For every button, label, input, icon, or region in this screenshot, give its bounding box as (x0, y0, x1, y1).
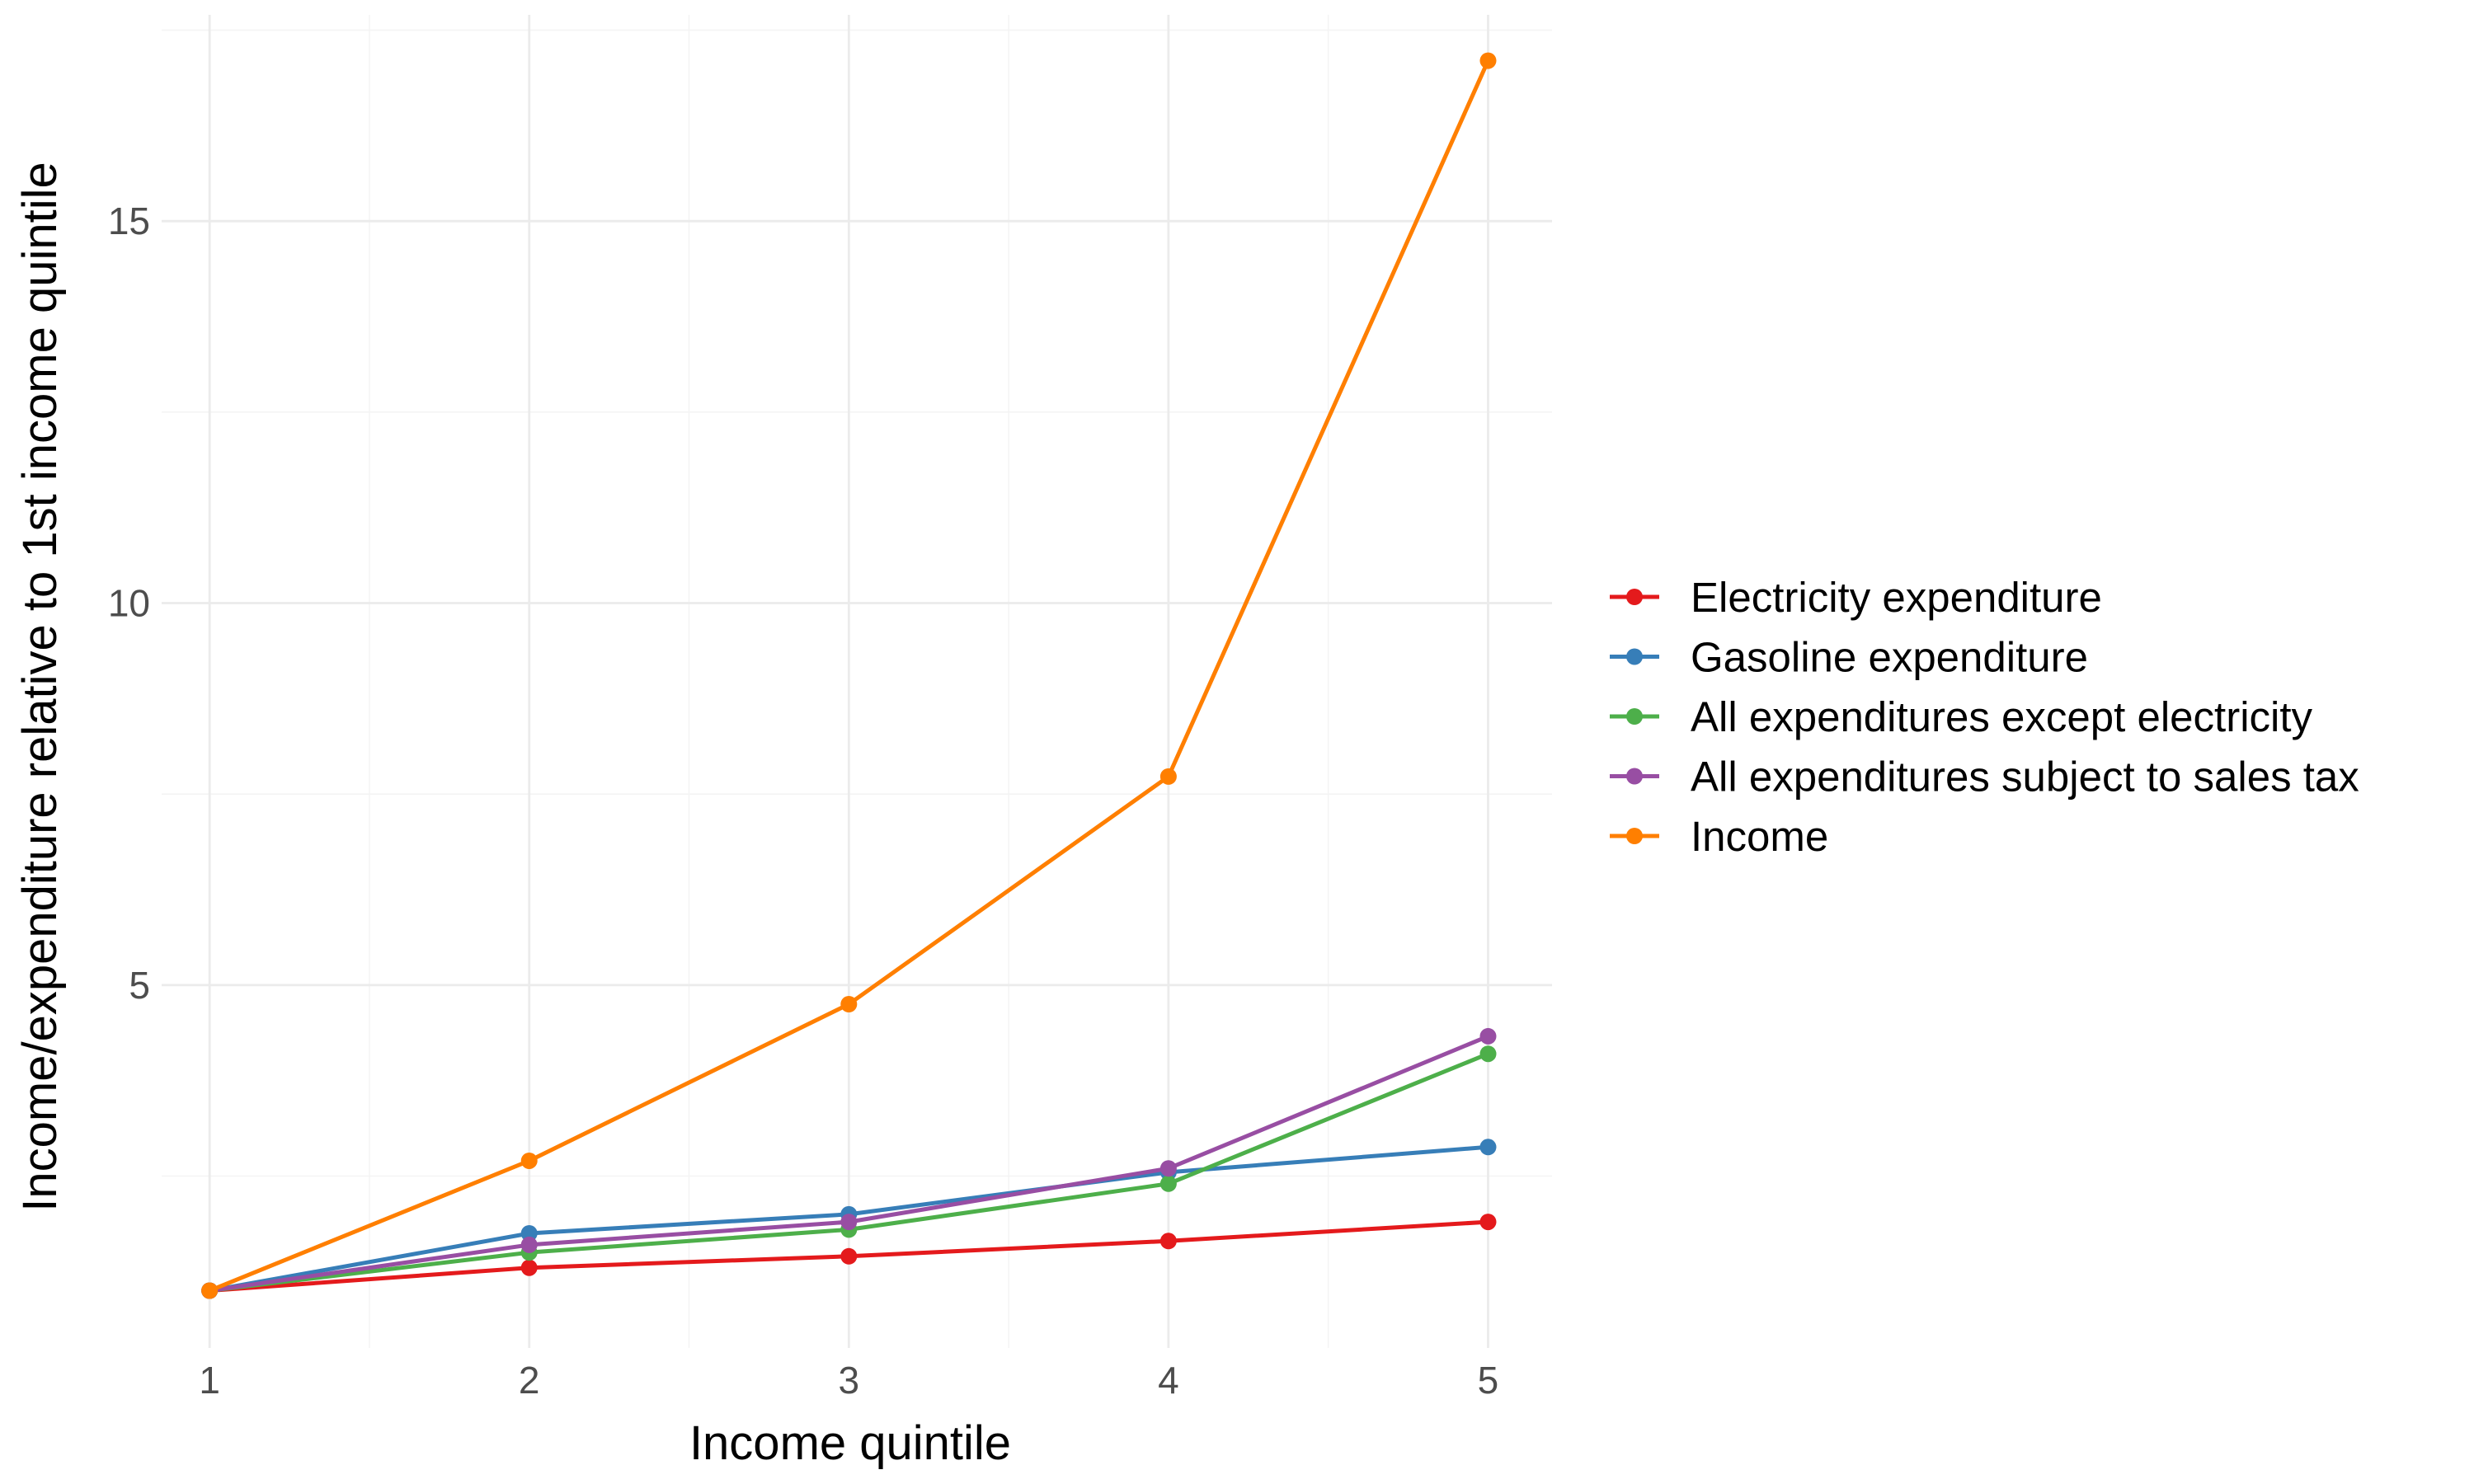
data-point (1479, 1139, 1497, 1156)
legend-key-point (1626, 768, 1643, 785)
legend-key-point (1626, 708, 1643, 725)
y-tick-label: 10 (108, 582, 150, 625)
data-point (520, 1225, 538, 1242)
legend-label: Gasoline expenditure (1691, 634, 2088, 681)
legend-key-point (1626, 589, 1643, 605)
legend-item: All expenditures except electricity (1610, 693, 2313, 740)
x-tick-label: 3 (839, 1359, 860, 1402)
data-point (1159, 1233, 1177, 1250)
data-point (1479, 52, 1497, 69)
legend-label: Income (1691, 813, 1828, 860)
data-point (520, 1259, 538, 1276)
legend-item: All expenditures subject to sales tax (1610, 754, 2359, 801)
series-4 (201, 52, 1497, 1299)
data-point (840, 1214, 858, 1231)
data-point (840, 1247, 858, 1265)
data-point (520, 1236, 538, 1253)
x-tick-label: 5 (1478, 1359, 1499, 1402)
y-tick-label: 15 (108, 200, 150, 242)
y-tick-label: 5 (129, 964, 150, 1007)
legend-item: Electricity expenditure (1610, 574, 2102, 621)
data-point (1159, 1160, 1177, 1177)
x-axis-ticks: 1 2 3 4 5 (199, 1359, 1498, 1402)
data-point (1479, 1214, 1497, 1231)
legend-label: All expenditures except electricity (1691, 693, 2313, 740)
legend-item: Income (1610, 813, 1828, 860)
data-point (201, 1282, 219, 1299)
y-axis-ticks: 5 10 15 (108, 200, 150, 1007)
legend-key-point (1626, 648, 1643, 665)
x-axis-title: Income quintile (689, 1416, 1011, 1470)
data-point (520, 1152, 538, 1169)
data-point (1159, 1175, 1177, 1192)
x-tick-label: 2 (519, 1359, 540, 1402)
data-point (1479, 1027, 1497, 1045)
legend-item: Gasoline expenditure (1610, 634, 2088, 681)
legend-label: Electricity expenditure (1691, 574, 2102, 621)
data-point (1159, 768, 1177, 785)
legend-label: All expenditures subject to sales tax (1691, 754, 2359, 801)
x-tick-label: 4 (1158, 1359, 1179, 1402)
grid (162, 15, 1552, 1348)
x-tick-label: 1 (199, 1359, 220, 1402)
data-point (1479, 1045, 1497, 1063)
legend-key-point (1626, 828, 1643, 844)
legend: Electricity expenditure Gasoline expendit… (1610, 574, 2359, 860)
data-point (840, 996, 858, 1013)
series-lines (201, 52, 1497, 1299)
y-axis-title: Income/expenditure relative to 1st incom… (13, 162, 67, 1211)
